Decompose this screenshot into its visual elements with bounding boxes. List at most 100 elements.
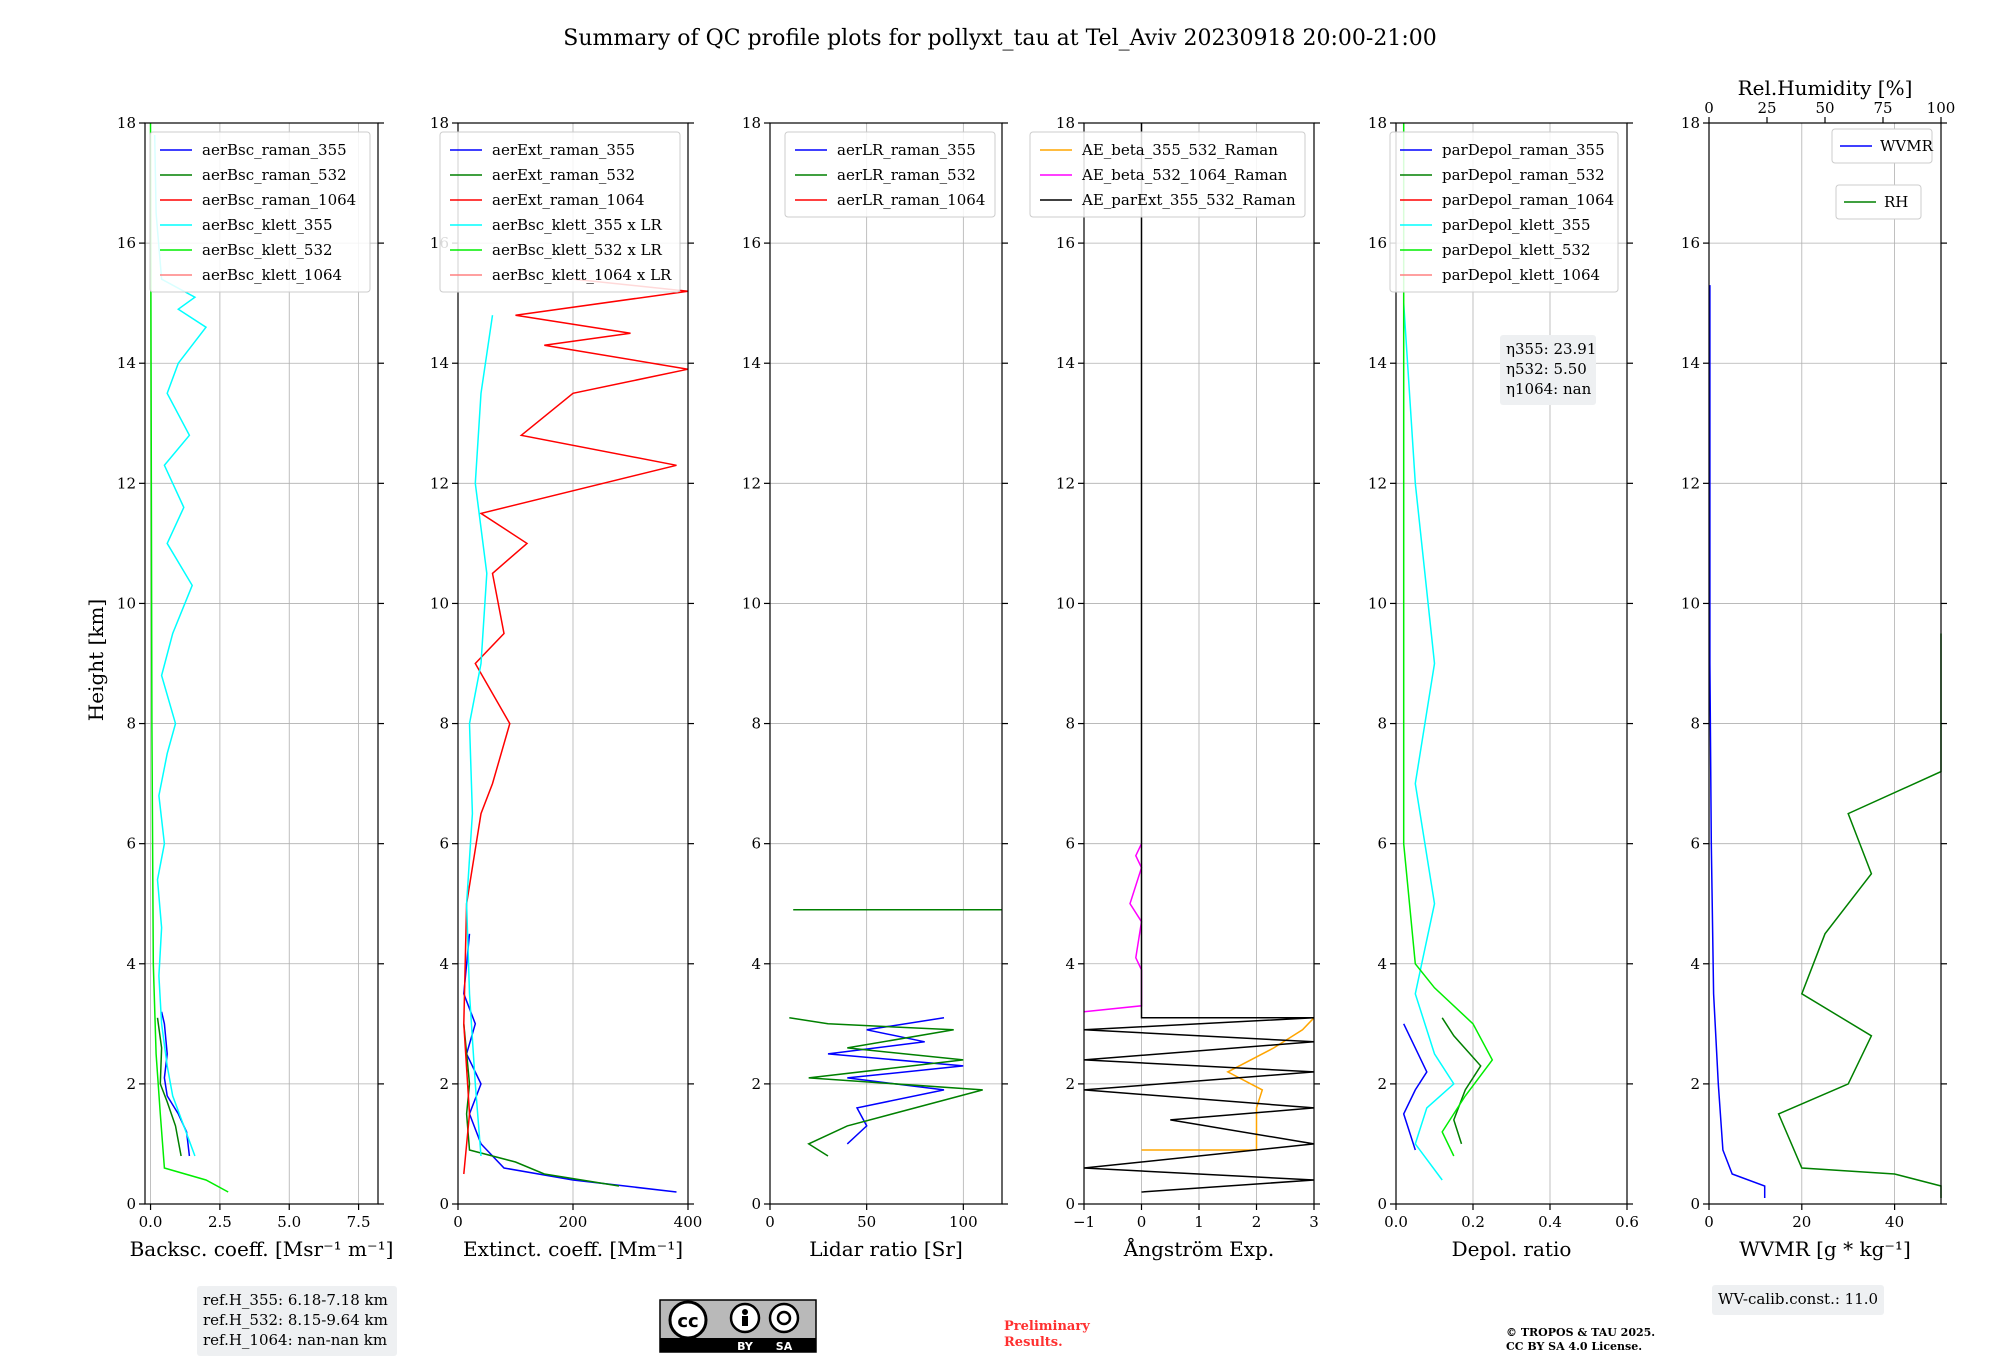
badge-sa-label: SA bbox=[776, 1340, 793, 1353]
y-tick-label: 0 bbox=[1065, 1195, 1075, 1213]
legend-label: parDepol_raman_1064 bbox=[1442, 191, 1614, 209]
legend-label: RH bbox=[1884, 193, 1908, 211]
y-tick-label: 18 bbox=[117, 114, 136, 132]
legend-label: parDepol_klett_355 bbox=[1442, 216, 1591, 234]
y-tick-label: 8 bbox=[1377, 715, 1387, 733]
legend-box bbox=[784, 131, 996, 218]
info-box: ref.H_355: 6.18-7.18 km ref.H_532: 8.15-9… bbox=[197, 1286, 397, 1356]
y-tick-label: 4 bbox=[126, 955, 136, 973]
y-tick-label: 16 bbox=[1368, 234, 1387, 252]
y-tick-label: 18 bbox=[430, 114, 449, 132]
preliminary-line2: Results. bbox=[1004, 1335, 1063, 1350]
info-line: η1064: nan bbox=[1506, 380, 1592, 398]
y-tick-label: 2 bbox=[126, 1075, 136, 1093]
series-AE_beta_532_1064_Raman bbox=[1083, 843, 1143, 1013]
legend: WVMR RH bbox=[1831, 128, 1934, 220]
legend-label: aerExt_raman_1064 bbox=[492, 191, 645, 209]
y-tick-label: 8 bbox=[1065, 715, 1075, 733]
y-tick-label: 12 bbox=[1056, 474, 1075, 492]
top-x-tick-label: 100 bbox=[1927, 99, 1956, 117]
y-tick-label: 10 bbox=[1681, 594, 1700, 612]
y-tick-label: 14 bbox=[430, 354, 449, 372]
top-x-axis-label: Rel.Humidity [%] bbox=[1738, 76, 1913, 100]
series-WVMR bbox=[1709, 285, 1766, 1198]
x-tick-label: 2.5 bbox=[208, 1213, 232, 1231]
x-axis-label: WVMR [g * kg⁻¹] bbox=[1739, 1237, 1911, 1261]
y-tick-label: 12 bbox=[742, 474, 761, 492]
y-tick-label: 12 bbox=[1681, 474, 1700, 492]
cc-icon-label: cc bbox=[677, 1311, 698, 1332]
legend-label: WVMR bbox=[1880, 137, 1934, 155]
top-x-tick-label: 25 bbox=[1757, 99, 1776, 117]
series-aerBsc_klett_355 x LR bbox=[465, 315, 494, 1157]
x-tick-label: 400 bbox=[674, 1213, 703, 1231]
legend-label: aerLR_raman_532 bbox=[837, 166, 976, 184]
y-tick-label: 14 bbox=[117, 354, 136, 372]
legend-label: AE_parExt_355_532_Raman bbox=[1081, 191, 1296, 209]
sa-icon bbox=[768, 1302, 800, 1334]
legend-box bbox=[1029, 131, 1306, 218]
y-tick-label: 2 bbox=[1065, 1075, 1075, 1093]
y-tick-label: 4 bbox=[1690, 955, 1700, 973]
series-aerBsc_raman_532 bbox=[156, 1017, 182, 1157]
x-axis-label: Ångström Exp. bbox=[1123, 1236, 1274, 1261]
x-tick-label: 0 bbox=[1137, 1213, 1147, 1231]
x-tick-label: 100 bbox=[949, 1213, 978, 1231]
x-tick-label: 0.2 bbox=[1461, 1213, 1485, 1231]
legend-label: AE_beta_532_1064_Raman bbox=[1081, 166, 1288, 184]
legend-label: aerExt_raman_355 bbox=[492, 141, 635, 159]
info-line: WV-calib.const.: 11.0 bbox=[1718, 1290, 1878, 1308]
y-tick-label: 16 bbox=[1681, 234, 1700, 252]
legend-label: aerBsc_klett_355 x LR bbox=[492, 216, 663, 234]
x-tick-label: 0.4 bbox=[1538, 1213, 1562, 1231]
info-line: ref.H_1064: nan-nan km bbox=[203, 1331, 387, 1349]
info-line: η355: 23.91 bbox=[1506, 340, 1596, 358]
y-tick-label: 8 bbox=[126, 715, 136, 733]
y-tick-label: 14 bbox=[742, 354, 761, 372]
series-parDepol_klett_532 bbox=[1402, 123, 1494, 1157]
x-tick-label: 3 bbox=[1309, 1213, 1319, 1231]
info-line: ref.H_355: 6.18-7.18 km bbox=[203, 1291, 388, 1309]
x-tick-label: −1 bbox=[1073, 1213, 1095, 1231]
plot-frame bbox=[1708, 122, 1942, 1205]
y-tick-label: 6 bbox=[1065, 835, 1075, 853]
series-aerBsc_klett_532 bbox=[149, 122, 229, 1193]
legend-label: aerLR_raman_1064 bbox=[837, 191, 985, 209]
x-tick-label: 0 bbox=[453, 1213, 463, 1231]
x-tick-label: 0.0 bbox=[139, 1213, 163, 1231]
license-badge: cc BY SA bbox=[659, 1299, 817, 1353]
info-box: WV-calib.const.: 11.0 bbox=[1712, 1285, 1884, 1315]
y-tick-label: 18 bbox=[742, 114, 761, 132]
y-tick-label: 6 bbox=[126, 835, 136, 853]
x-tick-label: 40 bbox=[1885, 1213, 1904, 1231]
legend-box bbox=[439, 131, 681, 293]
y-tick-label: 6 bbox=[439, 835, 449, 853]
x-axis-label: Depol. ratio bbox=[1452, 1237, 1572, 1261]
legend-label: aerBsc_raman_355 bbox=[202, 141, 347, 159]
legend-label: aerBsc_klett_355 bbox=[202, 216, 333, 234]
x-tick-label: 0.0 bbox=[1384, 1213, 1408, 1231]
y-tick-label: 10 bbox=[117, 594, 136, 612]
plot-frame bbox=[769, 122, 1003, 1205]
legend-label: aerBsc_klett_532 bbox=[202, 241, 333, 259]
y-tick-label: 0 bbox=[1377, 1195, 1387, 1213]
x-axis-label: Extinct. coeff. [Mm⁻¹] bbox=[463, 1237, 683, 1261]
y-tick-label: 10 bbox=[1368, 594, 1387, 612]
legend-label: aerBsc_raman_532 bbox=[202, 166, 347, 184]
legend: parDepol_raman_355 parDepol_raman_532 parD… bbox=[1389, 131, 1619, 293]
y-tick-label: 18 bbox=[1056, 114, 1075, 132]
series-aerExt_raman_532 bbox=[463, 1023, 620, 1187]
info-box: η355: 23.91 η532: 5.50 η1064: nan bbox=[1500, 335, 1596, 405]
legend: AE_beta_355_532_Raman AE_beta_532_1064_Ra… bbox=[1029, 131, 1306, 218]
y-tick-label: 10 bbox=[430, 594, 449, 612]
info-box-bg bbox=[197, 1286, 397, 1356]
y-tick-label: 10 bbox=[742, 594, 761, 612]
x-tick-label: 0.6 bbox=[1615, 1213, 1639, 1231]
series-aerLR_raman_532 bbox=[789, 1017, 983, 1157]
y-tick-label: 6 bbox=[1377, 835, 1387, 853]
badge-by-label: BY bbox=[737, 1340, 754, 1353]
legend-box bbox=[149, 131, 371, 293]
y-tick-label: 4 bbox=[439, 955, 449, 973]
